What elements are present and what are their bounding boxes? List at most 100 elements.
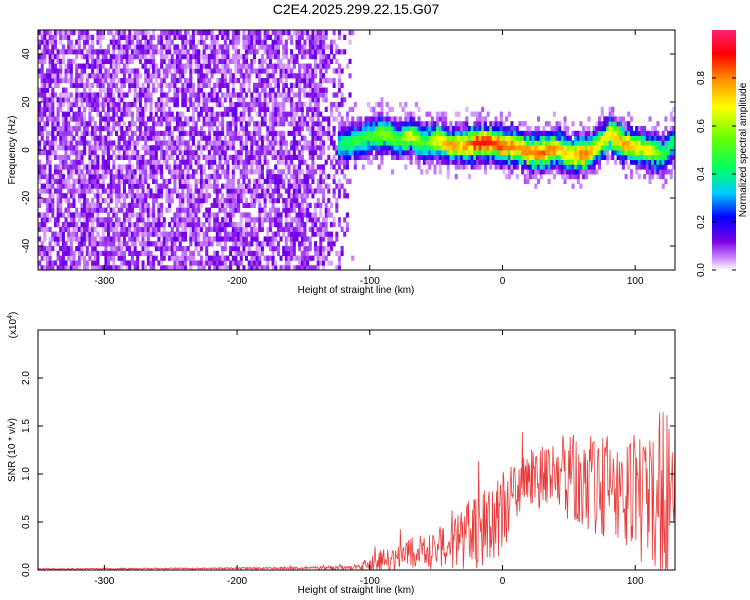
heatmap-cell bbox=[324, 58, 328, 64]
heatmap-cell bbox=[300, 121, 304, 127]
heatmap-cell bbox=[316, 246, 320, 252]
heatmap-cell bbox=[271, 241, 275, 247]
heatmap-cell bbox=[61, 126, 65, 132]
heatmap-cell bbox=[80, 97, 84, 103]
heatmap-cell bbox=[96, 73, 100, 79]
heatmap-cell bbox=[260, 78, 264, 84]
heatmap-cell bbox=[332, 241, 336, 247]
heatmap-cell bbox=[290, 193, 294, 199]
heatmap-cell bbox=[160, 169, 164, 175]
heatmap-cell bbox=[64, 49, 68, 55]
heatmap-cell bbox=[189, 260, 193, 266]
heatmap-cell bbox=[215, 116, 219, 122]
heatmap-cell bbox=[189, 255, 193, 261]
heatmap-cell bbox=[162, 255, 166, 261]
heatmap-cell bbox=[77, 260, 81, 266]
heatmap-cell bbox=[170, 217, 174, 223]
heatmap-cell bbox=[122, 130, 126, 136]
heatmap-cell bbox=[462, 130, 466, 136]
heatmap-cell bbox=[128, 111, 132, 117]
heatmap-cell bbox=[359, 150, 363, 156]
heatmap-cell bbox=[229, 73, 233, 79]
heatmap-cell bbox=[245, 102, 249, 108]
heatmap-cell bbox=[260, 207, 264, 213]
heatmap-cell bbox=[274, 164, 278, 170]
heatmap-cell bbox=[377, 135, 381, 141]
heatmap-cell bbox=[298, 34, 302, 40]
heatmap-cell bbox=[184, 150, 188, 156]
heatmap-cell bbox=[112, 126, 116, 132]
heatmap-cell bbox=[178, 140, 182, 146]
heatmap-cell bbox=[218, 58, 222, 64]
heatmap-cell bbox=[168, 30, 172, 36]
heatmap-cell bbox=[306, 78, 310, 84]
heatmap-cell bbox=[168, 82, 172, 88]
heatmap-cell bbox=[38, 92, 42, 98]
heatmap-cell bbox=[327, 78, 331, 84]
heatmap-cell bbox=[497, 159, 501, 165]
heatmap-cell bbox=[316, 226, 320, 232]
heatmap-cell bbox=[260, 188, 264, 194]
heatmap-cell bbox=[239, 154, 243, 160]
heatmap-cell bbox=[59, 236, 63, 242]
heatmap-cell bbox=[306, 178, 310, 184]
heatmap-cell bbox=[191, 126, 195, 132]
heatmap-cell bbox=[67, 246, 71, 252]
heatmap-cell bbox=[144, 265, 148, 271]
heatmap-cell bbox=[43, 106, 47, 112]
heatmap-cell bbox=[64, 260, 68, 266]
heatmap-cell bbox=[157, 183, 161, 189]
heatmap-cell bbox=[83, 231, 87, 237]
heatmap-cell bbox=[353, 135, 357, 141]
heatmap-cell bbox=[515, 150, 519, 156]
heatmap-cell bbox=[191, 222, 195, 228]
heatmap-cell bbox=[104, 58, 108, 64]
heatmap-cell bbox=[80, 30, 84, 36]
heatmap-cell bbox=[64, 145, 68, 151]
heatmap-cell bbox=[165, 73, 169, 79]
heatmap-cell bbox=[194, 231, 198, 237]
heatmap-cell bbox=[107, 265, 111, 271]
heatmap-cell bbox=[202, 92, 206, 98]
heatmap-cell bbox=[436, 126, 440, 132]
heatmap-cell bbox=[53, 92, 57, 98]
heatmap-cell bbox=[268, 87, 272, 93]
heatmap-cell bbox=[319, 255, 323, 261]
heatmap-cell bbox=[125, 260, 129, 266]
heatmap-cell bbox=[385, 102, 389, 108]
heatmap-cell bbox=[107, 217, 111, 223]
heatmap-cell bbox=[154, 188, 158, 194]
heatmap-cell bbox=[260, 135, 264, 141]
heatmap-cell bbox=[194, 30, 198, 36]
heatmap-cell bbox=[181, 255, 185, 261]
heatmap-cell bbox=[80, 246, 84, 252]
heatmap-cell bbox=[160, 231, 164, 237]
heatmap-cell bbox=[348, 58, 352, 64]
heatmap-cell bbox=[210, 236, 214, 242]
heatmap-cell bbox=[173, 169, 177, 175]
heatmap-cell bbox=[316, 97, 320, 103]
heatmap-cell bbox=[136, 154, 140, 160]
heatmap-cell bbox=[93, 178, 97, 184]
heatmap-cell bbox=[258, 169, 262, 175]
heatmap-cell bbox=[454, 154, 458, 160]
heatmap-cell bbox=[271, 217, 275, 223]
heatmap-cell bbox=[237, 250, 241, 256]
heatmap-cell bbox=[133, 154, 137, 160]
heatmap-cell bbox=[146, 126, 150, 132]
heatmap-cell bbox=[141, 260, 145, 266]
heatmap-cell bbox=[372, 126, 376, 132]
heatmap-cell bbox=[48, 217, 52, 223]
heatmap-cell bbox=[303, 78, 307, 84]
heatmap-cell bbox=[550, 164, 554, 170]
heatmap-cell bbox=[165, 68, 169, 74]
heatmap-cell bbox=[199, 174, 203, 180]
heatmap-cell bbox=[67, 126, 71, 132]
heatmap-cell bbox=[215, 92, 219, 98]
heatmap-cell bbox=[223, 260, 227, 266]
heatmap-cell bbox=[534, 145, 538, 151]
heatmap-cells bbox=[38, 30, 676, 271]
heatmap-cell bbox=[176, 145, 180, 151]
heatmap-cell bbox=[197, 49, 201, 55]
heatmap-cell bbox=[210, 202, 214, 208]
